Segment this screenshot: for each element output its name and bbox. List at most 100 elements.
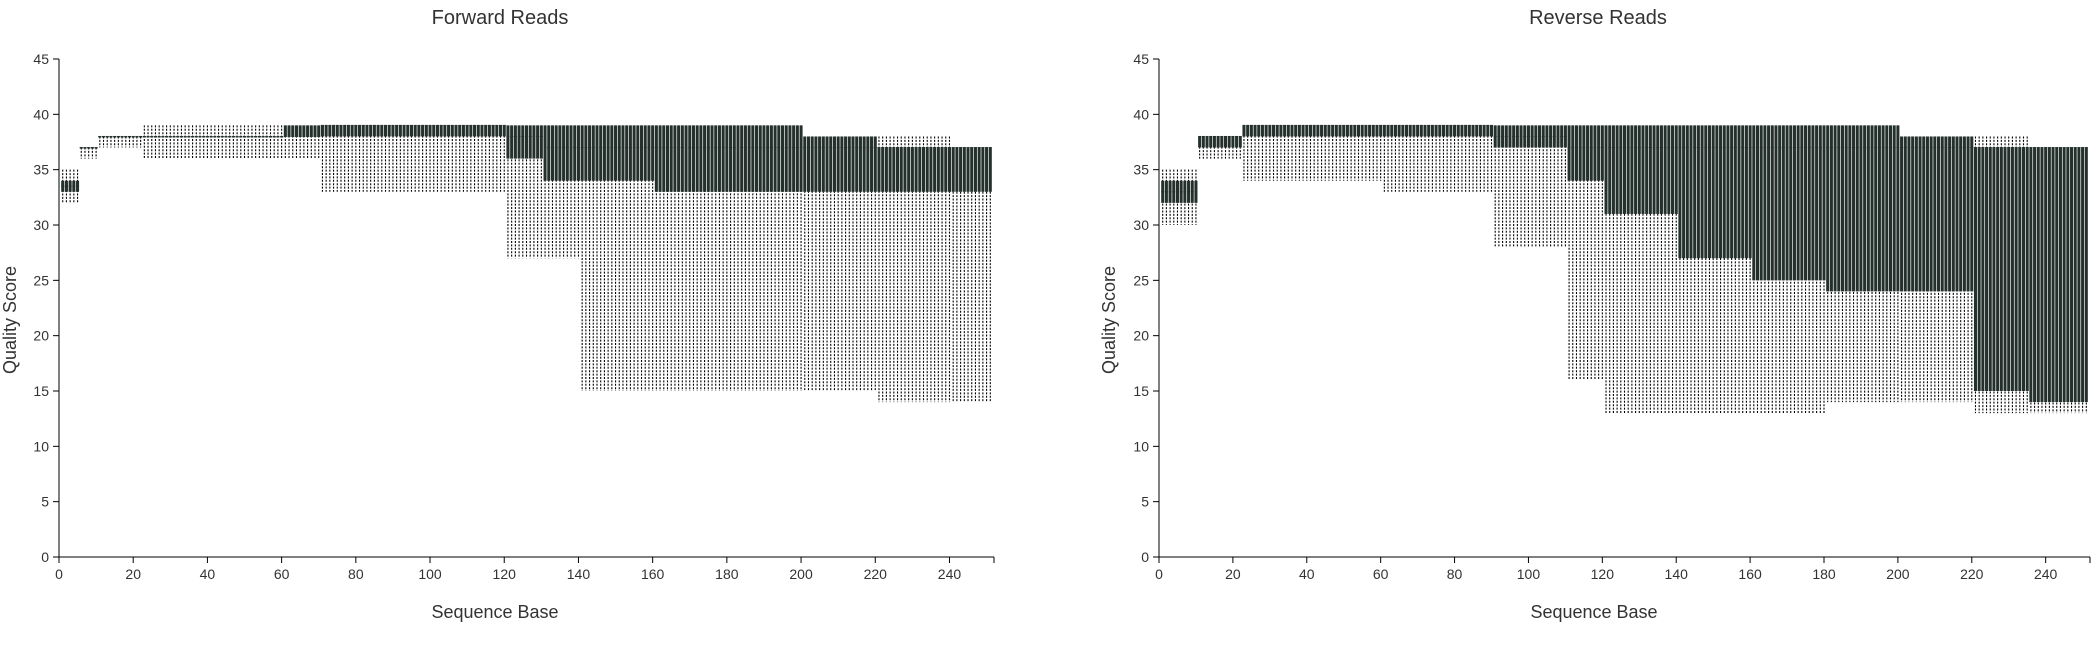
iqr-box — [1449, 125, 1453, 137]
iqr-box — [532, 125, 536, 159]
iqr-box — [413, 125, 417, 137]
position-box — [1501, 125, 1505, 248]
iqr-box — [1604, 125, 1608, 214]
position-box — [1944, 136, 1948, 403]
iqr-box — [1741, 125, 1745, 259]
iqr-box — [1755, 125, 1760, 281]
iqr-box — [1297, 125, 1301, 137]
iqr-box — [395, 125, 399, 137]
position-box — [1393, 124, 1397, 192]
position-box — [202, 125, 206, 159]
iqr-box — [1567, 125, 1571, 181]
iqr-box — [1892, 125, 1896, 292]
iqr-box — [766, 125, 770, 192]
position-box — [346, 124, 350, 192]
position-box — [1855, 125, 1859, 403]
forward-reads-chart: Forward Reads Sequence Base Quality Scor… — [0, 7, 995, 622]
position-box — [1829, 125, 1833, 403]
position-box — [1937, 136, 1941, 403]
iqr-box — [1667, 125, 1671, 214]
iqr-box — [651, 125, 655, 181]
position-box — [1371, 124, 1375, 181]
position-box — [1246, 124, 1250, 181]
iqr-box — [1733, 125, 1737, 259]
position-box — [743, 125, 747, 391]
position-box — [1264, 124, 1268, 181]
iqr-box — [469, 125, 473, 137]
position-box — [465, 124, 469, 192]
iqr-box — [376, 125, 380, 137]
iqr-box — [1320, 125, 1324, 137]
position-box — [447, 124, 451, 192]
iqr-box — [654, 125, 658, 192]
iqr-box — [1260, 125, 1264, 137]
position-box — [576, 125, 580, 259]
iqr-box — [1615, 125, 1619, 214]
position-box — [858, 136, 862, 391]
iqr-box — [1634, 125, 1638, 214]
position-box — [1198, 135, 1202, 159]
position-box — [1704, 125, 1708, 414]
iqr-box — [1478, 125, 1482, 137]
position-box — [710, 125, 714, 391]
iqr-box — [1275, 125, 1279, 137]
position-box — [1608, 125, 1612, 414]
position-box — [1652, 125, 1656, 414]
iqr-box — [1482, 125, 1486, 137]
iqr-box — [695, 125, 699, 192]
position-box — [862, 136, 866, 391]
position-box — [280, 125, 284, 159]
iqr-box — [985, 147, 989, 192]
iqr-box — [1611, 125, 1615, 214]
position-box — [1811, 125, 1815, 414]
position-box — [703, 125, 707, 391]
iqr-box — [372, 125, 376, 137]
position-box — [910, 136, 914, 403]
iqr-box — [951, 147, 955, 192]
iqr-box — [1342, 125, 1346, 137]
position-box — [1663, 125, 1667, 414]
iqr-box — [602, 125, 606, 181]
position-box — [1390, 124, 1394, 192]
iqr-box — [1833, 125, 1837, 292]
position-box — [877, 136, 881, 403]
position-box — [1707, 125, 1711, 414]
x-tick-label: 240 — [938, 566, 962, 582]
position-box — [398, 124, 402, 192]
position-box — [1275, 124, 1279, 181]
iqr-box — [591, 125, 595, 181]
position-box — [1489, 124, 1494, 192]
iqr-box — [1264, 125, 1268, 137]
position-box — [2014, 136, 2018, 414]
iqr-box — [283, 125, 287, 137]
iqr-box — [662, 125, 666, 192]
iqr-box — [391, 125, 395, 137]
iqr-box — [2077, 147, 2081, 403]
iqr-box — [1962, 136, 1966, 292]
position-box — [1168, 169, 1172, 225]
position-box — [1460, 124, 1464, 192]
iqr-box — [1700, 125, 1704, 259]
position-box — [2044, 147, 2048, 414]
position-box — [131, 135, 135, 148]
iqr-box — [1360, 125, 1364, 137]
position-box — [365, 124, 369, 192]
iqr-box — [2081, 147, 2085, 403]
position-box — [1382, 124, 1386, 192]
iqr-box — [751, 125, 755, 192]
iqr-box — [1973, 147, 1977, 391]
iqr-box — [1323, 125, 1327, 137]
position-box — [562, 125, 566, 259]
iqr-box — [658, 125, 662, 192]
position-box — [268, 125, 273, 159]
iqr-box — [1331, 125, 1335, 137]
iqr-box — [688, 125, 692, 192]
iqr-box — [1852, 125, 1856, 292]
iqr-box — [424, 125, 428, 137]
iqr-box — [1249, 125, 1253, 137]
iqr-box — [1918, 136, 1922, 292]
position-box — [1929, 136, 1933, 403]
iqr-box — [1630, 125, 1634, 214]
position-box — [1342, 124, 1346, 181]
iqr-box — [324, 125, 328, 137]
